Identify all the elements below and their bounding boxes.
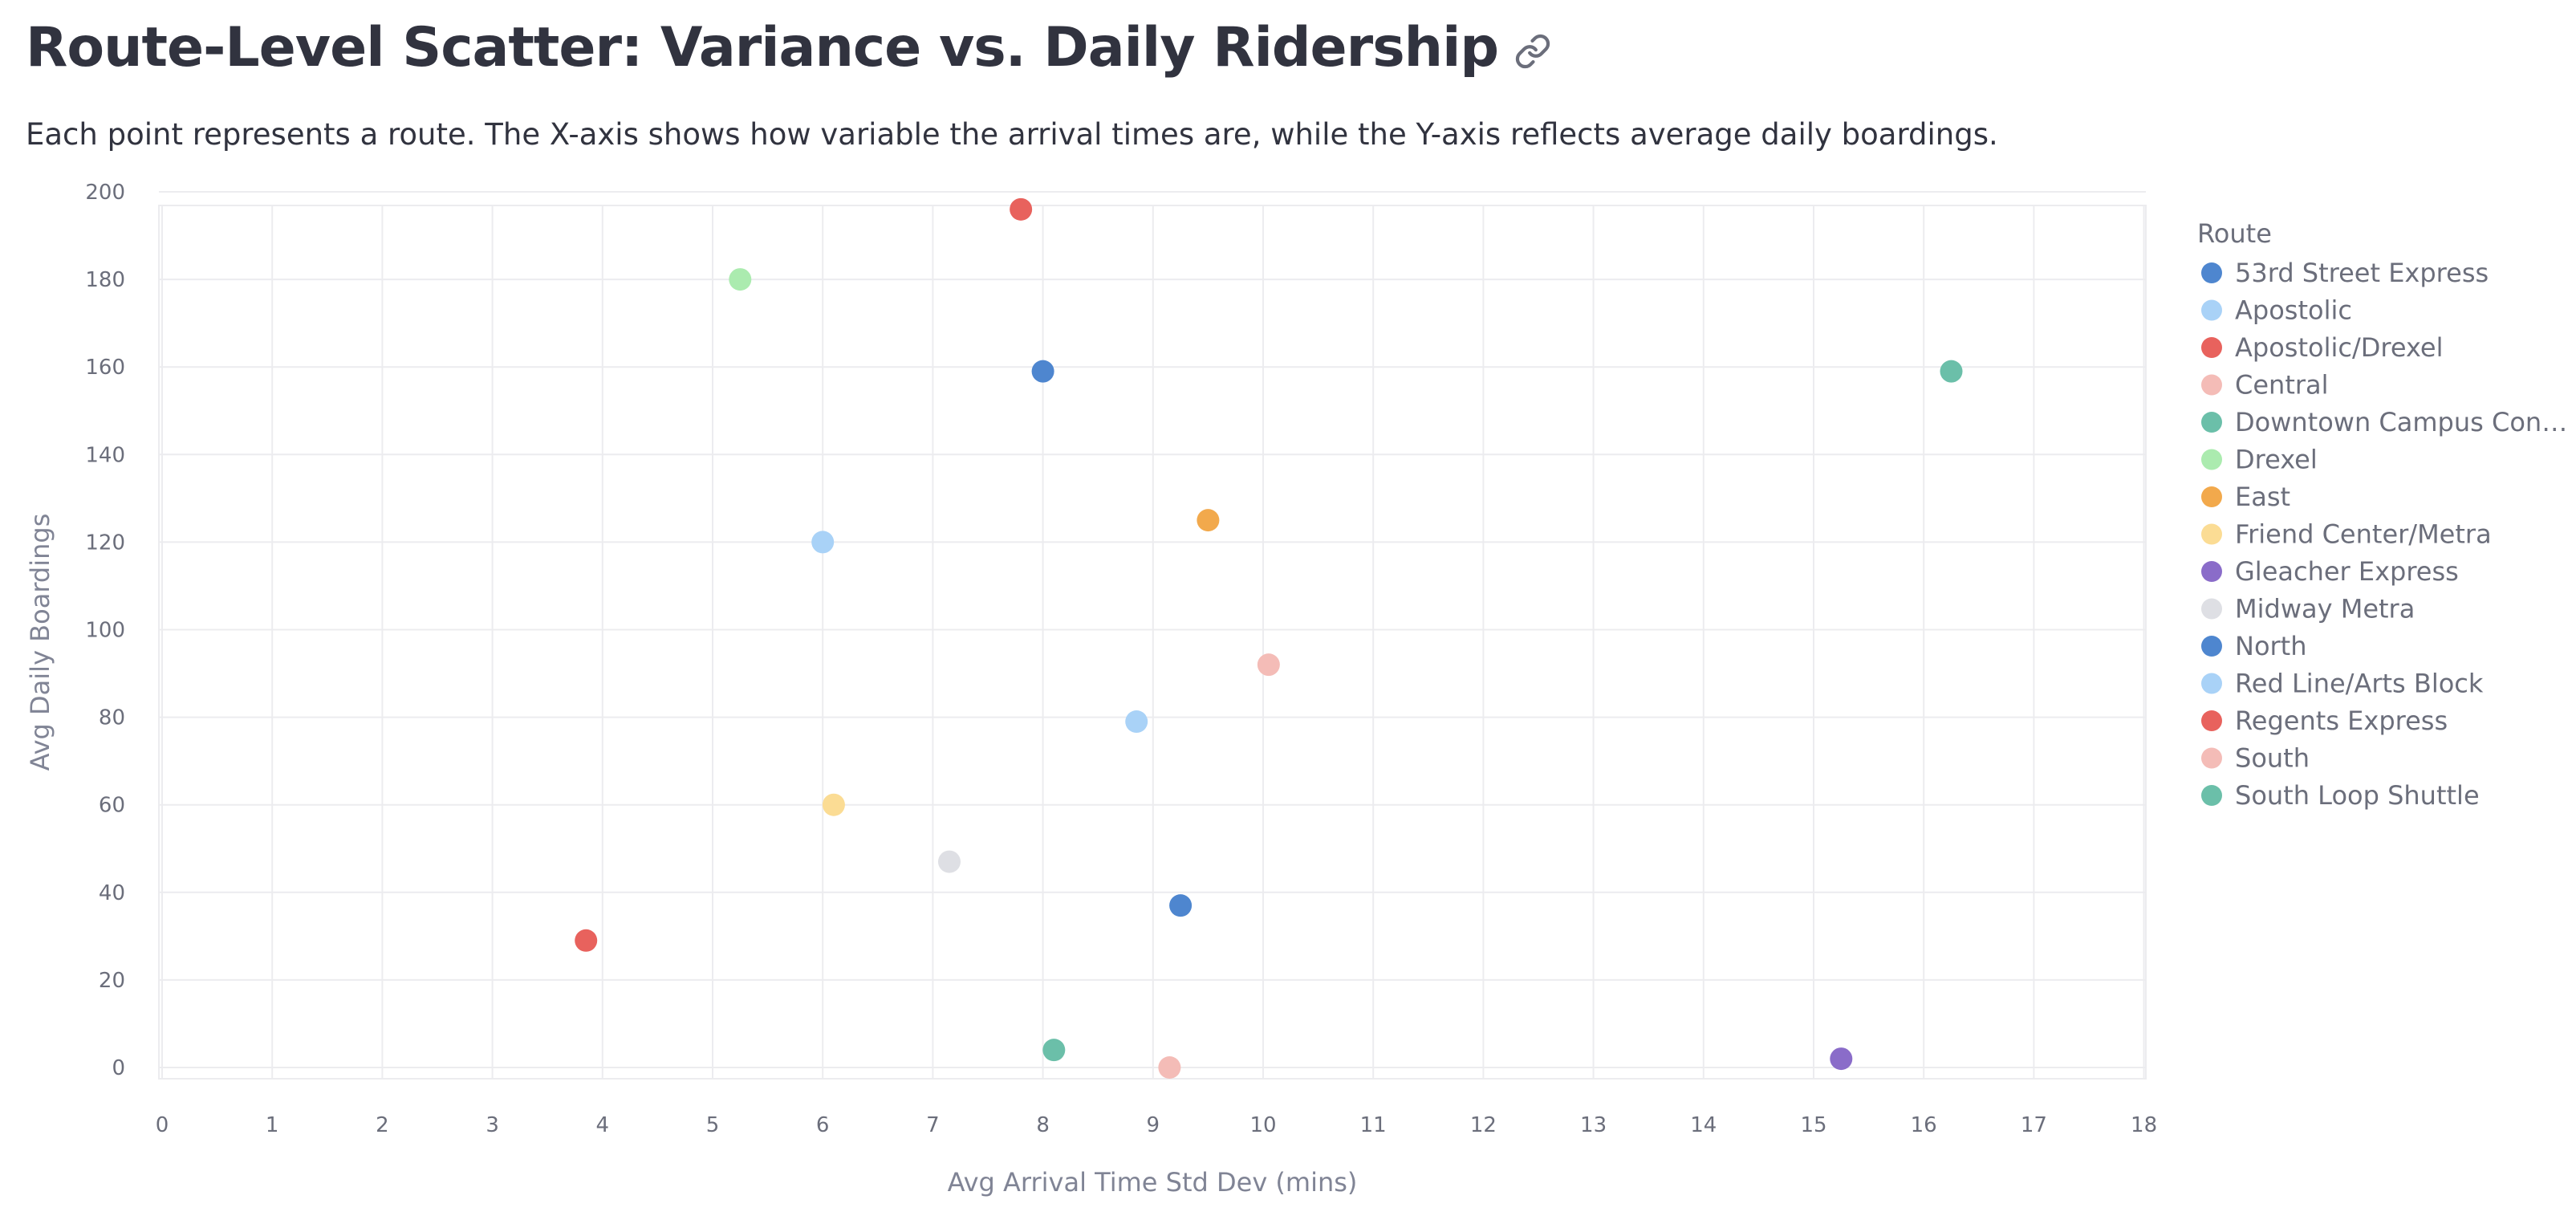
- y-tick-label: 0: [112, 1056, 125, 1080]
- legend-swatch: [2201, 561, 2222, 582]
- x-tick-label: 10: [1249, 1113, 1276, 1137]
- x-tick-label: 2: [376, 1113, 389, 1137]
- x-tick-label: 3: [486, 1113, 499, 1137]
- x-tick-label: 12: [1470, 1113, 1497, 1137]
- legend-item-label[interactable]: North: [2235, 631, 2307, 661]
- x-tick-label: 6: [816, 1113, 830, 1137]
- x-tick-label: 18: [2131, 1113, 2157, 1137]
- legend-item-label[interactable]: Regents Express: [2235, 706, 2448, 736]
- x-tick-label: 1: [266, 1113, 279, 1137]
- x-tick-label: 4: [596, 1113, 610, 1137]
- y-axis-ticks: 0 20 40 60 80 100 120 140 160 180 200: [85, 181, 125, 1080]
- legend-swatch: [2201, 412, 2222, 433]
- y-tick-label: 60: [99, 794, 125, 818]
- x-tick-label: 17: [2021, 1113, 2047, 1137]
- y-tick-label: 180: [85, 268, 125, 292]
- legend-swatch: [2201, 747, 2222, 769]
- x-tick-label: 14: [1690, 1113, 1717, 1137]
- data-point[interactable]: [1125, 710, 1148, 734]
- legend-item-label[interactable]: Midway Metra: [2235, 594, 2415, 624]
- legend-item-label[interactable]: 53rd Street Express: [2235, 258, 2489, 288]
- x-tick-label: 9: [1147, 1113, 1160, 1137]
- data-point[interactable]: [1257, 653, 1280, 677]
- page-header: Route-Level Scatter: Variance vs. Daily …: [26, 11, 1551, 83]
- legend-swatch: [2201, 337, 2222, 358]
- legend-swatch: [2201, 299, 2222, 321]
- page-title: Route-Level Scatter: Variance vs. Daily …: [26, 15, 1499, 79]
- legend-swatch: [2201, 673, 2222, 694]
- data-point[interactable]: [575, 929, 598, 952]
- legend-swatch: [2201, 636, 2222, 657]
- x-tick-label: 5: [706, 1113, 720, 1137]
- data-point[interactable]: [811, 531, 835, 554]
- legend-item-label[interactable]: South Loop Shuttle: [2235, 780, 2480, 811]
- legend-item-label[interactable]: Drexel: [2235, 445, 2318, 475]
- legend-item-label[interactable]: Red Line/Arts Block: [2235, 669, 2484, 699]
- legend-item-label[interactable]: Downtown Campus Con…: [2235, 407, 2567, 437]
- legend-swatch: [2201, 262, 2222, 283]
- data-point[interactable]: [1010, 197, 1033, 221]
- x-tick-label: 0: [156, 1113, 169, 1137]
- x-tick-label: 11: [1360, 1113, 1387, 1137]
- x-tick-label: 15: [1800, 1113, 1826, 1137]
- y-tick-label: 20: [99, 969, 125, 993]
- data-point[interactable]: [1158, 1056, 1181, 1079]
- y-axis-title: Avg Daily Boardings: [25, 514, 55, 771]
- y-tick-label: 140: [85, 443, 125, 467]
- data-point[interactable]: [1031, 360, 1054, 383]
- legend-swatch: [2201, 598, 2222, 620]
- legend-item-label[interactable]: East: [2235, 482, 2290, 512]
- legend-swatch: [2201, 710, 2222, 731]
- legend-swatch: [2201, 486, 2222, 507]
- y-tick-label: 100: [85, 619, 125, 643]
- x-axis-ticks: 0 1 2 3 4 5 6 7 8 9 10 11 12 13 14 15 16 17 18: [156, 1113, 2157, 1137]
- link-icon[interactable]: [1514, 33, 1551, 70]
- data-point[interactable]: [1830, 1047, 1853, 1071]
- data-point[interactable]: [1940, 360, 1963, 383]
- chart-grid: [159, 191, 2146, 1079]
- legend-item-label[interactable]: South: [2235, 743, 2310, 774]
- legend-item-label[interactable]: Central: [2235, 370, 2329, 401]
- legend-item-label[interactable]: Apostolic/Drexel: [2235, 332, 2443, 363]
- x-tick-label: 16: [1911, 1113, 1937, 1137]
- x-tick-label: 7: [926, 1113, 940, 1137]
- legend-item-label[interactable]: Friend Center/Metra: [2235, 519, 2492, 550]
- data-point[interactable]: [1197, 509, 1220, 532]
- data-point[interactable]: [822, 793, 845, 816]
- legend-item-label[interactable]: Apostolic: [2235, 295, 2352, 326]
- data-point[interactable]: [1169, 894, 1193, 917]
- data-point[interactable]: [729, 268, 752, 291]
- data-point[interactable]: [1042, 1039, 1066, 1062]
- y-tick-label: 160: [85, 356, 125, 380]
- y-tick-label: 120: [85, 531, 125, 555]
- y-tick-label: 40: [99, 881, 125, 905]
- data-points: [575, 197, 1963, 1079]
- chart-description: Each point represents a route. The X-axi…: [26, 117, 1998, 152]
- legend-item-label[interactable]: Gleacher Express: [2235, 556, 2459, 587]
- legend-swatch: [2201, 449, 2222, 470]
- y-tick-label: 200: [85, 181, 125, 205]
- x-axis-title: Avg Arrival Time Std Dev (mins): [948, 1167, 1358, 1198]
- x-tick-label: 8: [1036, 1113, 1050, 1137]
- legend-title: Route: [2197, 218, 2272, 249]
- x-tick-label: 13: [1580, 1113, 1607, 1137]
- plot-area: [158, 205, 2147, 1080]
- legend-swatch: [2201, 374, 2222, 396]
- legend-swatch: [2201, 785, 2222, 806]
- legend: Route 53rd Street Express Apostolic Aposto…: [2197, 218, 2567, 811]
- y-tick-label: 80: [99, 706, 125, 730]
- legend-swatch: [2201, 523, 2222, 545]
- data-point[interactable]: [937, 850, 961, 873]
